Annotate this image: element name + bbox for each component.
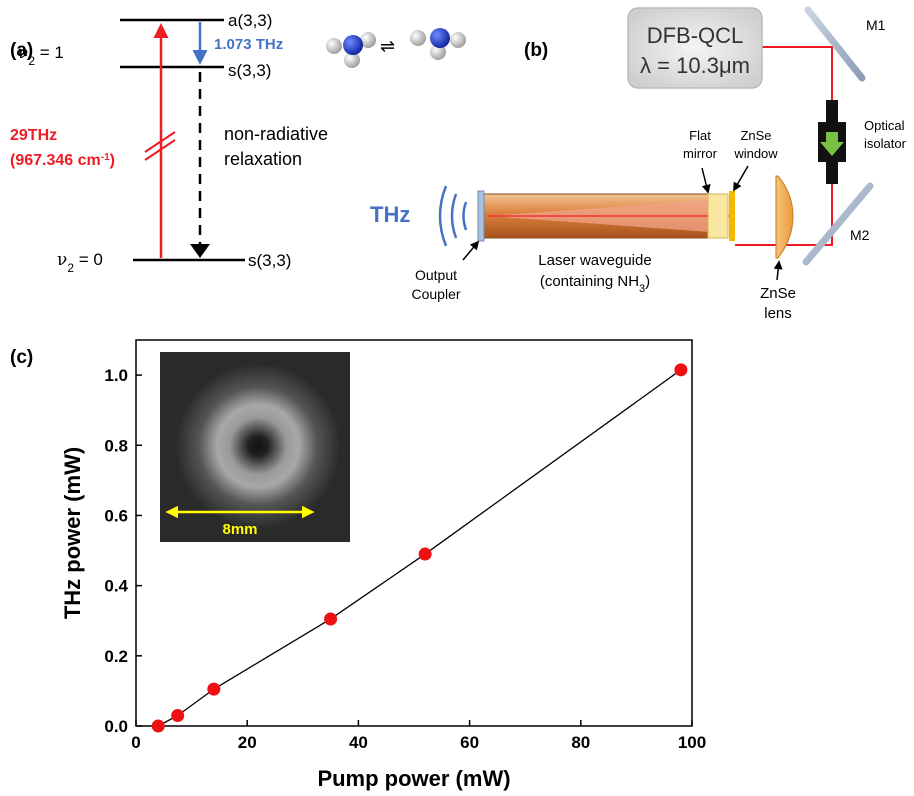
thz-frequency: 1.073 THz xyxy=(214,36,283,53)
znse-window-label-line1: ZnSe xyxy=(740,128,771,143)
qcl-title: DFB-QCL xyxy=(647,23,744,48)
y-tick-label: 0.0 xyxy=(104,717,128,736)
plot-frame xyxy=(135,339,693,727)
znse-lens xyxy=(775,175,794,259)
znse-lens-label-line1: ZnSe xyxy=(760,285,796,302)
flat-mirror-label-line2: mirror xyxy=(683,146,718,161)
beam-ring-image xyxy=(176,364,340,528)
data-point xyxy=(171,708,185,722)
flat-mirror-label-line1: Flat xyxy=(689,128,711,143)
data-point xyxy=(674,363,688,377)
panel-b: (b) DFB-QCL λ = 10.3μm M1 M2 Optical iso… xyxy=(370,6,907,322)
state-s33-upper-label: s(3,3) xyxy=(228,61,271,80)
y-tick-label: 0.6 xyxy=(104,506,128,525)
qcl-wavelength: λ = 10.3μm xyxy=(640,53,750,78)
axis-break-mark xyxy=(144,131,176,153)
data-point xyxy=(207,682,221,696)
znse-window-label-line2: window xyxy=(733,146,778,161)
x-tick-label: 0 xyxy=(131,733,140,752)
data-points xyxy=(151,363,688,733)
ammonia-molecule-right xyxy=(410,28,466,60)
data-point xyxy=(324,612,338,626)
isolator-arrow-icon xyxy=(820,132,844,156)
data-point xyxy=(151,719,165,733)
znse-window xyxy=(729,191,735,241)
mirror-m1-label: M1 xyxy=(866,17,886,33)
panel-a-label: (a) xyxy=(10,40,33,61)
beam-profile-inset: 8mm xyxy=(160,352,350,542)
level-v1-label: ν2 = 1 xyxy=(18,43,64,68)
state-s33-lower-label: s(3,3) xyxy=(248,251,291,270)
y-axis-title: THz power (mW) xyxy=(60,447,85,619)
y-tick-label: 0.8 xyxy=(104,436,128,455)
state-a33-label: a(3,3) xyxy=(228,11,272,30)
waveguide-label-line2: (containing NH3) xyxy=(540,273,650,295)
optical-isolator xyxy=(818,100,846,184)
y-tick-label: 0.4 xyxy=(104,577,128,596)
pump-wavenumber: (967.346 cm-1) xyxy=(10,152,115,170)
panel-c: (c) 0 20 40 60 80 100 0.0 0.2 0.4 0.6 0.8 1.0 Pump … xyxy=(10,339,706,791)
panel-a: (a) ν2 = 1 ν2 = 0 a(3,3) s(3,3) s(3,3) 2… xyxy=(10,11,466,275)
mirror-m2 xyxy=(802,182,874,266)
flat-mirror xyxy=(707,193,729,239)
thz-output-label: THz xyxy=(370,202,410,227)
x-tick-label: 40 xyxy=(349,733,368,752)
dfb-qcl-box xyxy=(627,7,763,89)
pump-frequency: 29THz xyxy=(10,127,57,144)
x-tick-label: 60 xyxy=(460,733,479,752)
waveguide-label-line1: Laser waveguide xyxy=(538,252,651,269)
relaxation-arrowhead xyxy=(190,244,210,258)
znse-lens-label-line2: lens xyxy=(764,305,792,322)
relaxation-label-line1: non-radiative xyxy=(224,124,328,144)
output-coupler xyxy=(477,190,485,242)
mirror-m2-label: M2 xyxy=(850,227,870,243)
output-coupler-label-line2: Coupler xyxy=(411,286,460,302)
y-tick-label: 0.2 xyxy=(104,647,128,666)
ammonia-molecule-left xyxy=(326,32,376,68)
y-tick-label: 1.0 xyxy=(104,366,128,385)
plot-axes: 0 20 40 60 80 100 0.0 0.2 0.4 0.6 0.8 1.0 xyxy=(104,366,706,752)
panel-b-label: (b) xyxy=(524,40,548,61)
x-tick-label: 100 xyxy=(678,733,706,752)
isolator-label-line1: Optical xyxy=(864,118,905,133)
x-axis-title: Pump power (mW) xyxy=(317,766,510,791)
mirror-m1 xyxy=(804,6,866,82)
level-v0-label: ν2 = 0 xyxy=(57,250,103,275)
data-point xyxy=(418,547,432,561)
x-tick-label: 80 xyxy=(571,733,590,752)
x-tick-label: 20 xyxy=(238,733,257,752)
scale-bar-label: 8mm xyxy=(222,521,257,538)
thz-emission-icon xyxy=(438,185,468,247)
panel-c-label: (c) xyxy=(10,347,33,368)
relaxation-label-line2: relaxation xyxy=(224,149,302,169)
isolator-label-line2: isolator xyxy=(864,136,907,151)
equilibrium-icon: ⇌ xyxy=(380,36,395,56)
output-coupler-label-line1: Output xyxy=(415,267,457,283)
